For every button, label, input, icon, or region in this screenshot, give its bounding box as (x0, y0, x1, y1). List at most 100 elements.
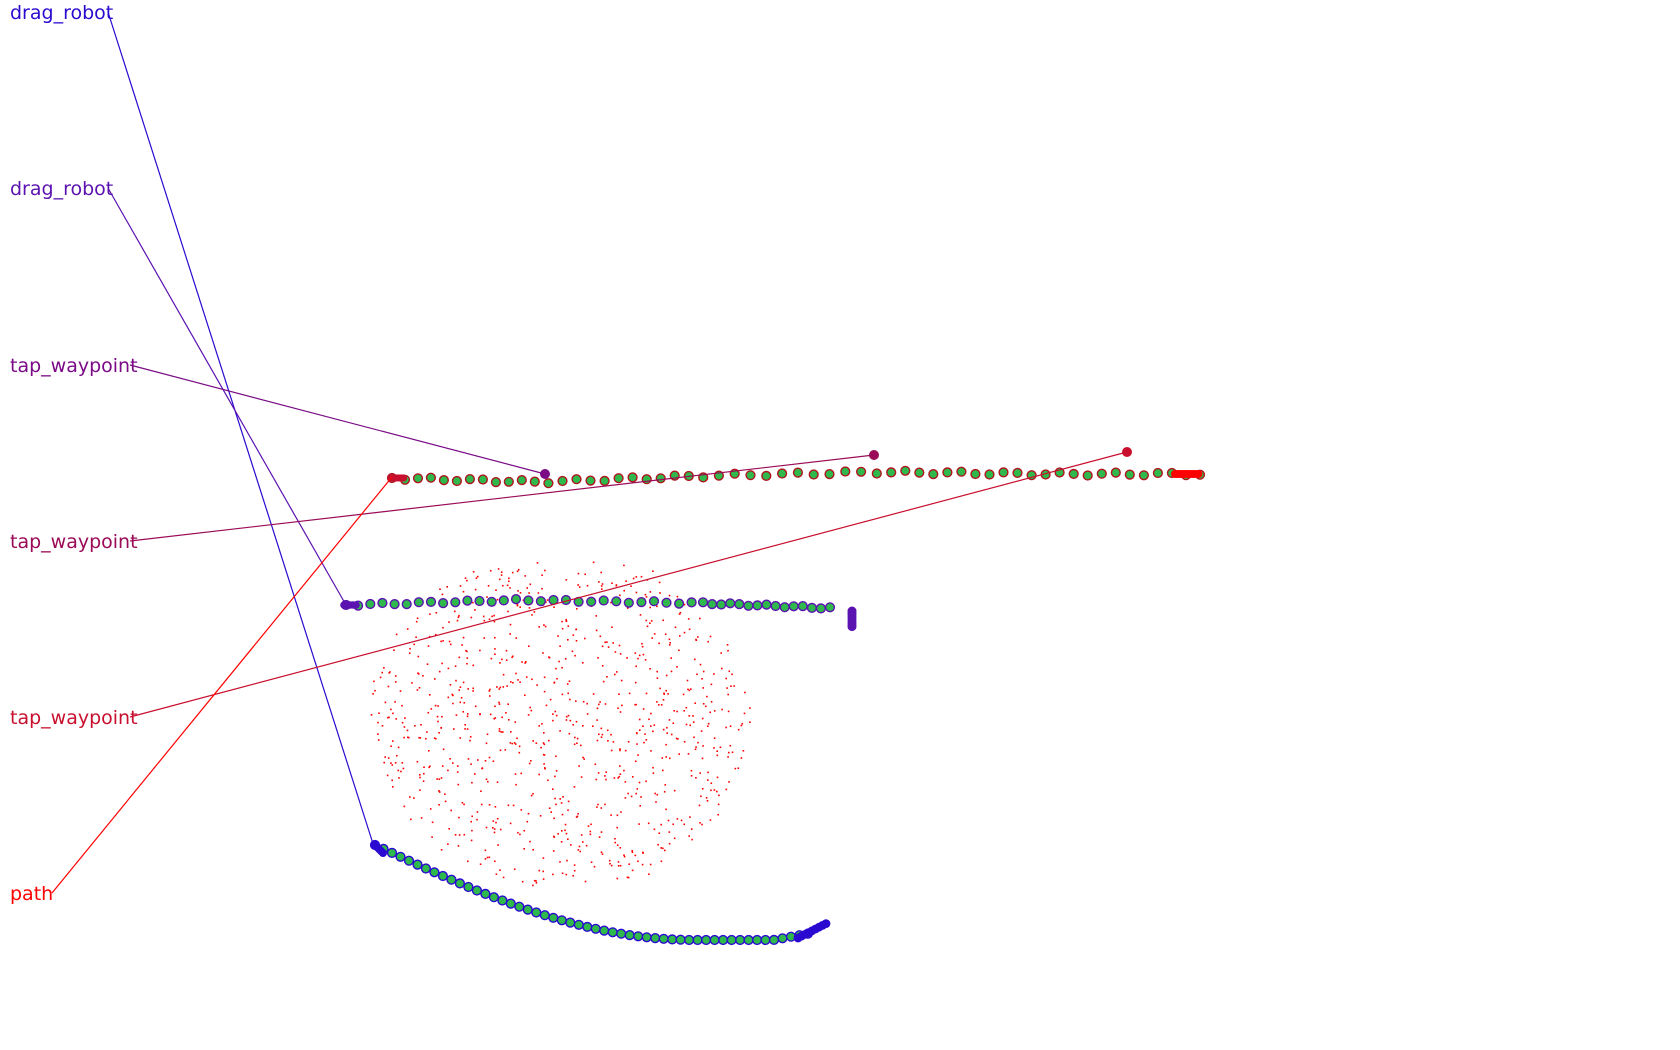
scatter-dot (500, 574, 503, 576)
scatter-dot (494, 860, 496, 863)
scatter-dot (489, 688, 491, 691)
scatter-dot (584, 573, 586, 576)
scatter-dot (658, 704, 660, 706)
scatter-dot (373, 680, 375, 683)
scatter-dot (454, 610, 456, 613)
scatter-dot (417, 655, 420, 658)
scatter-dot (441, 765, 444, 767)
trace-marker (627, 472, 638, 483)
scatter-dot (435, 612, 438, 614)
scatter-dot (605, 771, 607, 773)
scatter-dot (458, 689, 461, 691)
scatter-dot (618, 775, 621, 778)
scatter-dot (434, 633, 437, 636)
scatter-dot (428, 750, 430, 752)
scatter-dot (653, 724, 656, 726)
scatter-dot (611, 626, 613, 628)
scatter-dot (399, 690, 402, 692)
scatter-dot (495, 821, 497, 824)
scatter-dot (647, 822, 650, 825)
scatter-dot (493, 831, 496, 834)
scatter-dot (580, 834, 583, 836)
scatter-dot (600, 736, 603, 738)
scatter-dot (619, 765, 621, 767)
scatter-dot (625, 580, 627, 582)
scatter-dot (710, 789, 712, 792)
scatter-dot (508, 580, 510, 583)
scatter-dot (470, 616, 473, 619)
label-tap-waypoint-1: tap_waypoint (10, 355, 138, 377)
scatter-dot (498, 730, 501, 732)
scatter-dot (643, 741, 645, 744)
scatter-dot (585, 844, 588, 847)
scatter-dot (440, 726, 442, 729)
trace-marker (623, 597, 634, 608)
scatter-dot (442, 626, 444, 629)
scatter-dot (567, 838, 569, 840)
scatter-dot (564, 823, 567, 826)
scatter-dot (542, 857, 545, 859)
scatter-dot (729, 725, 732, 727)
trace-marker (490, 477, 502, 488)
trace-marker (655, 473, 666, 484)
scatter-dot (438, 791, 441, 793)
scatter-dot (656, 793, 659, 796)
scatter-dot (472, 690, 474, 692)
scatter-dot (626, 876, 629, 879)
scatter-dot (576, 815, 579, 818)
scatter-dot (450, 809, 452, 812)
scatter-dot (619, 594, 621, 597)
scatter-dot (517, 831, 519, 834)
scatter-dot (619, 749, 621, 752)
scatter-dot (548, 739, 550, 742)
scatter-dot (485, 826, 488, 829)
scatter-dot (556, 677, 558, 680)
scatter-dot (676, 818, 679, 820)
scatter-dot (559, 861, 561, 863)
scatter-dot (542, 652, 544, 654)
scatter-dot (486, 856, 489, 859)
trace-marker (522, 904, 533, 915)
scatter-dot (668, 831, 671, 833)
trace-marker (454, 878, 466, 889)
scatter-dot (447, 667, 450, 670)
trace-marker (437, 870, 449, 882)
trace-marker (761, 599, 772, 610)
scatter-dot (548, 656, 551, 659)
scatter-dot (398, 777, 400, 779)
scatter-dot (689, 724, 691, 727)
scatter-dot (637, 657, 639, 660)
scatter-dot (419, 737, 422, 739)
scatter-dot (568, 680, 571, 682)
scatter-dot (614, 673, 616, 676)
scatter-dot (466, 728, 469, 730)
trace-marker (477, 474, 489, 485)
scatter-dot (667, 693, 669, 695)
scatter-dot (614, 651, 617, 653)
scatter-dot (639, 805, 641, 807)
trace-marker (395, 851, 406, 862)
scatter-dot (549, 698, 552, 701)
scatter-dot (638, 781, 641, 784)
scatter-dot (487, 585, 490, 587)
scatter-dot (710, 683, 713, 686)
scatter-dot (700, 795, 702, 798)
scatter-dot (486, 596, 488, 598)
scatter-dot (469, 739, 471, 742)
scatter-dot (580, 776, 583, 778)
scatter-dot (505, 659, 508, 661)
scatter-dot (662, 847, 664, 850)
scatter-dot (575, 720, 578, 723)
scatter-dot (384, 756, 386, 758)
scatter-dot (577, 572, 580, 575)
scatter-dot (397, 769, 400, 772)
scatter-dot (447, 769, 449, 772)
scatter-dot (717, 813, 719, 816)
trace-marker (743, 934, 754, 946)
scatter-dot (582, 841, 584, 843)
scatter-dot (492, 820, 495, 822)
scatter-dot (634, 652, 637, 654)
scatter-dot (716, 776, 719, 779)
scatter-dot (636, 732, 638, 735)
scatter-dot (604, 803, 606, 806)
